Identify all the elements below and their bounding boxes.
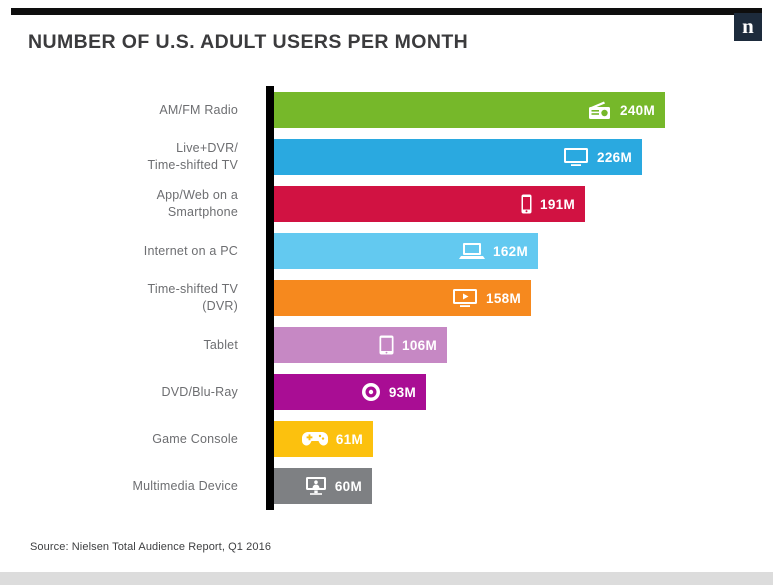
bar-row: App/Web on a Smartphone 191M: [0, 186, 773, 222]
bar-value: 158M: [486, 290, 521, 306]
game-controller-icon: [301, 430, 328, 448]
bar-row: Tablet 106M: [0, 327, 773, 363]
y-axis-line: [266, 86, 274, 510]
source-note: Source: Nielsen Total Audience Report, Q…: [30, 541, 272, 553]
bar: 158M: [274, 280, 531, 316]
bar-label: Live+DVR/ Time-shifted TV: [147, 141, 238, 172]
bar-label: Time-shifted TV (DVR): [147, 282, 238, 313]
bar-value: 61M: [335, 431, 363, 447]
bar-row: DVD/Blu-Ray 93M: [0, 374, 773, 410]
nielsen-logo-letter: n: [742, 13, 754, 38]
bar-label: Multimedia Device: [132, 478, 238, 493]
bar-label: Game Console: [152, 431, 238, 446]
bar-value: 240M: [620, 102, 655, 118]
bottom-strip: [0, 572, 773, 585]
bar: 162M: [274, 233, 538, 269]
bar: 191M: [274, 186, 585, 222]
bar: 106M: [274, 327, 447, 363]
bar-row: Internet on a PC 162M: [0, 233, 773, 269]
bar-value: 226M: [597, 149, 632, 165]
bar-row: Live+DVR/ Time-shifted TV 226M: [0, 139, 773, 175]
bar-row: Multimedia Device 60M: [0, 468, 773, 504]
bar-row: Game Console 61M: [0, 421, 773, 457]
laptop-icon: [459, 241, 486, 261]
bar-row: AM/FM Radio 240M: [0, 92, 773, 128]
bar-chart: AM/FM Radio 240M Live+DVR/ Time-shifted TV…: [0, 86, 773, 515]
bar-value: 106M: [402, 337, 437, 353]
bar-label: AM/FM Radio: [159, 102, 238, 117]
top-strip: [11, 8, 762, 15]
bar-value: 93M: [388, 384, 416, 400]
bar-label: Internet on a PC: [143, 243, 238, 258]
bar-row: Time-shifted TV (DVR) 158M: [0, 280, 773, 316]
tv-icon: [563, 147, 589, 167]
dvr-tv-icon: [452, 288, 478, 308]
disc-icon: [361, 382, 381, 402]
smartphone-icon: [521, 194, 532, 214]
bar: 240M: [274, 92, 665, 128]
bar: 61M: [274, 421, 373, 457]
bar-value: 191M: [540, 196, 575, 212]
multimedia-device-icon: [305, 476, 327, 496]
bar: 60M: [274, 468, 372, 504]
bar: 93M: [274, 374, 426, 410]
bar-value: 60M: [334, 478, 362, 494]
bar-rows: AM/FM Radio 240M Live+DVR/ Time-shifted TV…: [0, 92, 773, 504]
nielsen-logo: n: [734, 13, 762, 41]
tablet-icon: [379, 335, 394, 355]
bar-value: 162M: [493, 243, 528, 259]
radio-icon: [587, 100, 612, 120]
bar-label: App/Web on a Smartphone: [156, 188, 238, 219]
chart-title: NUMBER OF U.S. ADULT USERS PER MONTH: [28, 31, 469, 53]
bar-label: Tablet: [203, 337, 238, 352]
bar: 226M: [274, 139, 642, 175]
bar-label: DVD/Blu-Ray: [161, 384, 238, 399]
